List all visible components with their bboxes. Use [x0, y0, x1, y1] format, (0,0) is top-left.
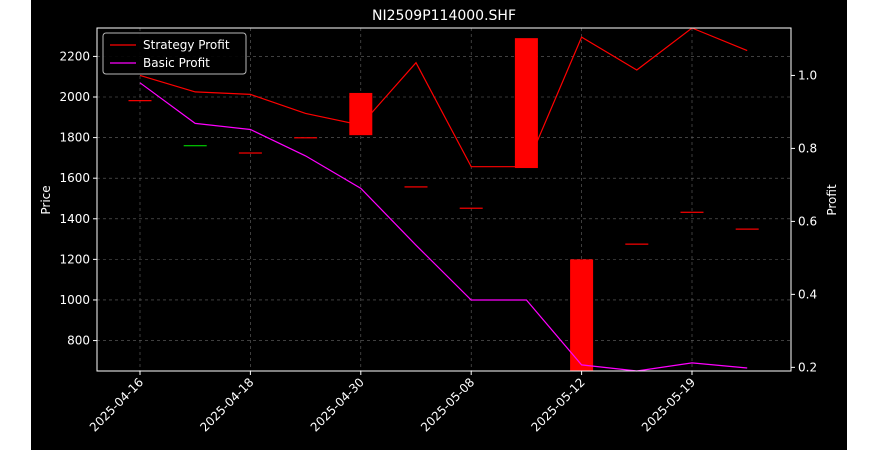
candle	[349, 92, 373, 136]
candle	[680, 211, 704, 213]
candle	[514, 38, 538, 169]
chart-title: NI2509P114000.SHF	[372, 8, 516, 24]
series-line	[139, 27, 748, 168]
candle	[459, 207, 483, 209]
grid	[97, 28, 791, 371]
x-axis-ticks: 2025-04-16 2025-04-18 2025-04-30 2025-05-08…	[87, 371, 698, 434]
candle	[404, 186, 428, 188]
legend: Strategy Profit Basic Profit	[102, 32, 247, 75]
candle	[570, 259, 594, 371]
right-axis-ticks: 0.2 0.4 0.6 0.8 1.0	[791, 68, 817, 374]
x-tick-label: 2025-04-16	[87, 375, 146, 434]
y-tick-label-left: 1400	[59, 212, 90, 226]
y-tick-label-left: 800	[67, 334, 90, 348]
y-tick-label-left: 2000	[59, 90, 90, 104]
x-tick-label: 2025-04-18	[197, 375, 256, 434]
legend-label-basic: Basic Profit	[143, 56, 210, 70]
candles	[128, 38, 759, 371]
left-axis-ticks: 800 1000 1200 1400 1600 1800 2000 2200	[59, 49, 97, 348]
y-tick-label-right: 0.2	[798, 360, 817, 374]
y-tick-label-left: 1000	[59, 293, 90, 307]
y-tick-label-left: 2200	[59, 49, 90, 63]
y-tick-label-right: 0.8	[798, 141, 817, 155]
x-tick-label: 2025-05-12	[529, 375, 588, 434]
series-lines	[139, 27, 748, 372]
y-tick-label-left: 1200	[59, 252, 90, 266]
x-tick-label: 2025-05-19	[639, 375, 698, 434]
y-tick-label-right: 0.6	[798, 214, 817, 228]
figure-background	[31, 0, 847, 450]
y-tick-label-left: 1600	[59, 171, 90, 185]
candle	[294, 137, 318, 139]
candle	[183, 145, 207, 147]
y-tick-label-left: 1800	[59, 131, 90, 145]
y-axis-label-right: Profit	[825, 184, 839, 216]
plot-area	[96, 27, 792, 372]
legend-box	[102, 32, 247, 75]
y-tick-label-right: 0.4	[798, 287, 817, 301]
x-tick-label: 2025-05-08	[418, 375, 477, 434]
candle	[735, 228, 759, 230]
y-tick-label-right: 1.0	[798, 68, 817, 82]
legend-label-strategy: Strategy Profit	[143, 38, 230, 52]
x-tick-label: 2025-04-30	[308, 375, 367, 434]
candle	[128, 100, 152, 102]
candle	[625, 243, 649, 245]
candle	[238, 152, 262, 154]
y-axis-label-left: Price	[39, 185, 53, 214]
series-line	[139, 82, 748, 372]
